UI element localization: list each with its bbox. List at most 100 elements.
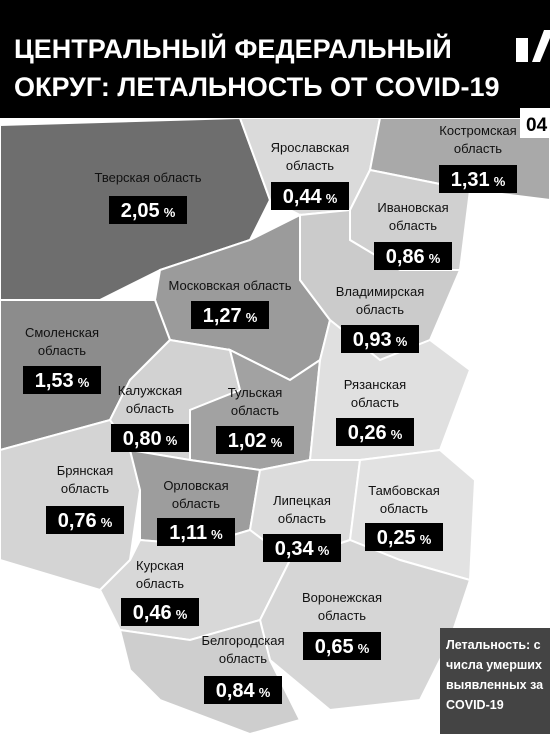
value-box <box>365 523 443 551</box>
region-name: Калужская <box>118 383 182 398</box>
region-value: 1,27% <box>203 305 258 327</box>
region-name: Ярославская <box>271 140 350 155</box>
value-box <box>23 366 101 394</box>
value-box <box>374 242 452 270</box>
region-value: 0,25% <box>377 527 432 549</box>
value-unit: % <box>326 191 338 206</box>
value-box <box>191 301 269 329</box>
value-unit: % <box>101 515 113 530</box>
region-value: 0,46% <box>133 602 188 624</box>
logo <box>516 30 550 62</box>
value-unit: % <box>391 427 403 442</box>
value-unit: % <box>211 527 223 542</box>
value-unit: % <box>494 174 506 189</box>
region-name: Ивановская <box>377 200 448 215</box>
value-number: 0,34 <box>275 538 315 560</box>
value-unit: % <box>420 532 432 547</box>
region-name: Владимирская <box>336 284 425 299</box>
value-unit: % <box>259 685 271 700</box>
value-box <box>46 506 124 534</box>
region-name: Костромская <box>439 123 516 138</box>
region-value: 1,02% <box>228 430 283 452</box>
value-number: 1,11 <box>169 522 207 544</box>
value-box <box>336 418 414 446</box>
legend-box <box>440 628 550 734</box>
value-number: 0,93 <box>353 329 392 351</box>
region-name: область <box>356 302 404 317</box>
legend: Летальность: с числа умерших выявленных за… <box>446 638 544 712</box>
region-name: Смоленская <box>25 325 99 340</box>
legend-line: числа умерших <box>446 658 542 672</box>
region-value: 0,86% <box>386 246 441 268</box>
region-name: область <box>389 218 437 233</box>
value-unit: % <box>396 334 408 349</box>
value-number: 0,86 <box>386 246 425 268</box>
title-line: ОКРУГ: ЛЕТАЛЬНОСТЬ ОТ COVID-19 <box>14 72 500 102</box>
region-name: область <box>278 511 326 526</box>
value-unit: % <box>318 543 330 558</box>
region-name: область <box>351 395 399 410</box>
title-line: ЦЕНТРАЛЬНЫЙ ФЕДЕРАЛЬНЫЙ <box>14 33 452 64</box>
region-name: Брянская <box>57 463 114 478</box>
value-box <box>121 598 199 626</box>
header-band <box>0 0 550 118</box>
value-box <box>111 424 189 452</box>
value-number: 2,05 <box>121 200 160 222</box>
region-value: 0,84% <box>216 680 271 702</box>
corner-text: 04 <box>526 115 548 136</box>
value-box <box>157 518 235 546</box>
value-unit: % <box>176 607 188 622</box>
value-unit: % <box>358 641 370 656</box>
region-name: Тамбовская <box>368 483 440 498</box>
region-name: область <box>219 651 267 666</box>
region-name: Курская <box>136 558 184 573</box>
region-name: область <box>38 343 86 358</box>
value-number: 0,44 <box>283 186 323 208</box>
value-unit: % <box>166 433 178 448</box>
region-name: область <box>380 501 428 516</box>
region-shape <box>299 208 462 362</box>
region-value: 1,11% <box>169 522 223 544</box>
value-unit: % <box>429 251 441 266</box>
value-box <box>216 426 294 454</box>
legend-line: COVID-19 <box>446 698 504 712</box>
value-number: 0,80 <box>123 428 162 450</box>
value-number: 1,27 <box>203 305 242 327</box>
region-name: Липецкая <box>273 493 331 508</box>
region-name: Орловская <box>163 478 228 493</box>
region-name: область <box>136 576 184 591</box>
value-box <box>303 632 381 660</box>
region-value: 1,53% <box>35 370 90 392</box>
region-name: область <box>318 608 366 623</box>
region-value: 0,80% <box>123 428 178 450</box>
region-value: 2,05% <box>121 200 176 222</box>
region-value: 0,93% <box>353 329 408 351</box>
region-name: область <box>231 403 279 418</box>
region-value: 0,76% <box>58 510 113 532</box>
region-name: Рязанская <box>344 377 406 392</box>
value-number: 0,46 <box>133 602 172 624</box>
value-unit: % <box>246 310 258 325</box>
value-box <box>341 325 419 353</box>
legend-line: выявленных за <box>446 678 544 692</box>
value-box <box>263 534 341 562</box>
region-name: Московская область <box>168 278 291 293</box>
map: Тверская область 2,05 % Ярославская область 0… <box>0 116 550 734</box>
value-number: 0,26 <box>348 422 387 444</box>
region-value: 0,44% <box>283 186 338 208</box>
value-number: 1,31 <box>451 169 490 191</box>
value-box <box>271 182 349 210</box>
region-name: область <box>286 158 334 173</box>
legend-line: Летальность: с <box>446 638 541 652</box>
corner-box <box>520 108 550 138</box>
region-value: 0,26% <box>348 422 403 444</box>
value-number: 0,84 <box>216 680 256 702</box>
value-box <box>204 676 282 704</box>
region-value: 0,34% <box>275 538 330 560</box>
region-name: область <box>126 401 174 416</box>
value-number: 0,25 <box>377 527 416 549</box>
value-box <box>109 196 187 224</box>
value-unit: % <box>271 435 283 450</box>
value-number: 1,02 <box>228 430 267 452</box>
